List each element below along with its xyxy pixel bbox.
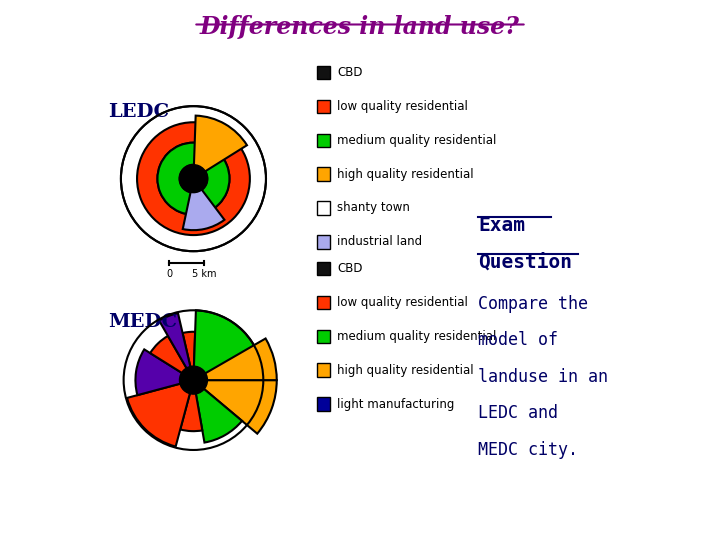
Text: low quality residential: low quality residential (337, 100, 468, 113)
Wedge shape (194, 380, 242, 443)
Wedge shape (180, 380, 202, 431)
Text: Question: Question (478, 253, 572, 272)
Text: Differences in land use?: Differences in land use? (200, 15, 520, 39)
FancyBboxPatch shape (317, 133, 330, 147)
Circle shape (121, 106, 266, 251)
Text: CBD: CBD (337, 262, 362, 275)
Text: LEDC: LEDC (109, 104, 170, 122)
Wedge shape (127, 380, 194, 447)
Wedge shape (194, 339, 276, 380)
Circle shape (179, 366, 207, 394)
Text: landuse in an: landuse in an (478, 368, 608, 386)
FancyBboxPatch shape (317, 363, 330, 377)
FancyBboxPatch shape (317, 235, 330, 248)
Text: Exam: Exam (478, 217, 525, 235)
Text: LEDC and: LEDC and (478, 404, 558, 422)
Wedge shape (194, 380, 276, 434)
FancyBboxPatch shape (317, 66, 330, 79)
Wedge shape (135, 349, 194, 395)
Wedge shape (158, 143, 230, 215)
Wedge shape (159, 313, 194, 380)
FancyBboxPatch shape (317, 296, 330, 309)
FancyBboxPatch shape (317, 100, 330, 113)
Text: model of: model of (478, 331, 558, 349)
Text: medium quality residential: medium quality residential (337, 134, 496, 147)
Text: CBD: CBD (337, 66, 362, 79)
FancyBboxPatch shape (317, 167, 330, 181)
Wedge shape (183, 332, 195, 380)
Wedge shape (194, 310, 264, 380)
Text: industrial land: industrial land (337, 235, 422, 248)
Text: MEDC: MEDC (109, 313, 178, 331)
Circle shape (179, 165, 207, 193)
Wedge shape (183, 179, 225, 230)
Text: high quality residential: high quality residential (337, 167, 474, 180)
Text: high quality residential: high quality residential (337, 364, 474, 377)
Text: low quality residential: low quality residential (337, 296, 468, 309)
Text: 5 km: 5 km (192, 269, 217, 280)
Text: shanty town: shanty town (337, 201, 410, 214)
Text: light manufacturing: light manufacturing (337, 397, 454, 410)
Text: Compare the: Compare the (478, 295, 588, 313)
Text: 0: 0 (166, 269, 172, 280)
FancyBboxPatch shape (317, 262, 330, 275)
Wedge shape (150, 336, 194, 380)
Wedge shape (137, 122, 250, 235)
FancyBboxPatch shape (317, 397, 330, 411)
Wedge shape (194, 116, 247, 179)
FancyBboxPatch shape (317, 329, 330, 343)
FancyBboxPatch shape (317, 201, 330, 215)
Text: medium quality residential: medium quality residential (337, 330, 496, 343)
Text: MEDC city.: MEDC city. (478, 441, 578, 459)
